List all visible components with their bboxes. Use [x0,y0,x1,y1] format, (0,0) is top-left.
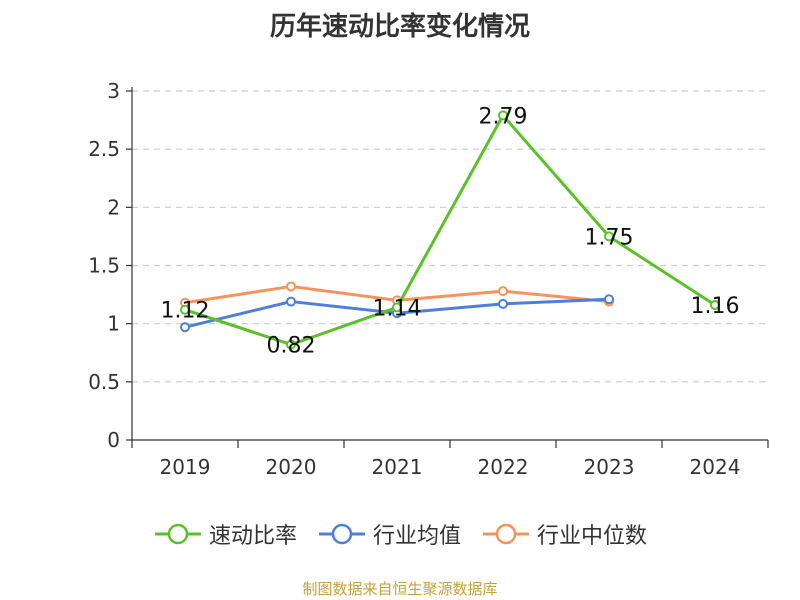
legend-item[interactable]: 行业中位数 [481,518,647,550]
data-label: 1.12 [161,299,210,324]
y-tick-label: 1.5 [88,254,120,278]
legend-line-marker-icon [318,523,365,545]
legend-line-marker-icon [483,523,529,545]
x-tick-label: 2020 [266,455,317,479]
legend-label: 速动比率 [208,524,297,549]
data-point [180,304,190,315]
data-point [286,281,296,292]
y-tick-label: 2.5 [88,137,120,161]
legend: 速动比率 行业均值 行业中位数 [0,518,800,550]
x-tick-label: 2021 [372,455,423,479]
data-labels: 1.12 0.82 1.14 2.79 1.75 1.16 [161,104,740,358]
series-layer [180,110,720,350]
legend-line-marker-icon [154,523,201,545]
data-label: 1.16 [691,294,740,319]
x-tick-label: 2024 [690,455,741,479]
data-point [498,298,508,309]
y-tick-label: 0.5 [88,370,120,394]
legend-item[interactable]: 速动比率 [153,518,297,550]
y-tick-label: 0 [107,428,120,452]
gridlines [132,90,768,383]
data-point [498,286,508,297]
data-point [180,322,190,333]
data-point [710,300,720,311]
x-tick-label: 2022 [478,455,529,479]
axes: 0 0.5 1 1.5 2 2.5 3 2019 2020 2021 2022 2023 2024 [88,79,769,479]
x-tick-label: 2023 [584,455,635,479]
y-tick-label: 1 [107,312,120,336]
data-label: 0.82 [267,334,316,359]
series-line [184,113,716,347]
legend-label: 行业中位数 [537,524,648,549]
x-tick-label: 2019 [160,455,211,479]
data-point [604,294,614,305]
y-tick-label: 3 [107,79,120,103]
data-point [604,231,614,242]
chart-title: 历年速动比率变化情况 [269,12,530,42]
source-note: 制图数据来自恒生聚源数据库 [302,580,498,598]
y-tick-label: 2 [107,195,120,219]
data-point [286,296,296,307]
data-label: 2.79 [479,104,528,129]
data-point [286,339,296,350]
legend-item[interactable]: 行业均值 [317,518,461,550]
data-label: 1.75 [585,225,634,250]
data-label: 1.14 [373,296,422,321]
data-point [498,110,508,121]
data-point [392,302,402,313]
legend-label: 行业均值 [372,524,461,549]
